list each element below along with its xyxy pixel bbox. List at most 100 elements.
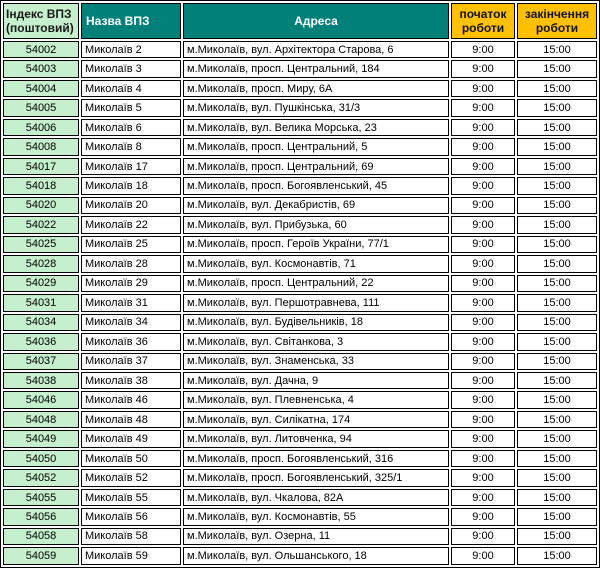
cell-address: м.Миколаїв, вул. Силікатна, 174 bbox=[183, 410, 449, 429]
cell-branch-name: Миколаїв 49 bbox=[81, 430, 181, 448]
cell-open-time: 9:00 bbox=[451, 527, 515, 546]
cell-close-time: 15:00 bbox=[517, 547, 597, 565]
cell-branch-name: Миколаїв 34 bbox=[81, 313, 181, 332]
cell-address: м.Миколаїв, вул. Плевненська, 4 bbox=[183, 391, 449, 409]
table-row: 54034 Миколаїв 34 м.Миколаїв, вул. Будівел… bbox=[3, 313, 597, 332]
cell-open-time: 9:00 bbox=[451, 391, 515, 409]
table-row: 54046 Миколаїв 46 м.Миколаїв, вул. Плевнен… bbox=[3, 391, 597, 409]
cell-open-time: 9:00 bbox=[451, 547, 515, 565]
cell-postal-index: 54037 bbox=[3, 352, 79, 370]
col-header-branch-name: Назва ВПЗ bbox=[81, 3, 181, 39]
table-row: 54025 Миколаїв 25 м.Миколаїв, просп. Герої… bbox=[3, 235, 597, 254]
cell-close-time: 15:00 bbox=[517, 60, 597, 78]
cell-address: м.Миколаїв, вул. Литовченка, 94 bbox=[183, 430, 449, 448]
table-row: 54050 Миколаїв 50 м.Миколаїв, просп. Богоя… bbox=[3, 449, 597, 468]
cell-address: м.Миколаїв, вул. Велика Морська, 23 bbox=[183, 118, 449, 137]
cell-address: м.Миколаїв, вул. Ольшанського, 18 bbox=[183, 547, 449, 565]
cell-branch-name: Миколаїв 4 bbox=[81, 79, 181, 98]
cell-branch-name: Миколаїв 59 bbox=[81, 547, 181, 565]
cell-postal-index: 54055 bbox=[3, 488, 79, 507]
cell-address: м.Миколаїв, просп. Центральний, 22 bbox=[183, 274, 449, 293]
cell-branch-name: Миколаїв 5 bbox=[81, 99, 181, 117]
cell-close-time: 15:00 bbox=[517, 371, 597, 390]
table-row: 54020 Миколаїв 20 м.Миколаїв, вул. Декабри… bbox=[3, 196, 597, 215]
cell-open-time: 9:00 bbox=[451, 157, 515, 176]
table-row: 54022 Миколаїв 22 м.Миколаїв, вул. Прибузь… bbox=[3, 216, 597, 234]
cell-open-time: 9:00 bbox=[451, 235, 515, 254]
cell-close-time: 15:00 bbox=[517, 391, 597, 409]
table-row: 54058 Миколаїв 58 м.Миколаїв, вул. Озерна,… bbox=[3, 527, 597, 546]
cell-branch-name: Миколаїв 29 bbox=[81, 274, 181, 293]
cell-branch-name: Миколаїв 17 bbox=[81, 157, 181, 176]
cell-postal-index: 54048 bbox=[3, 410, 79, 429]
table-row: 54056 Миколаїв 56 м.Миколаїв, вул. Космона… bbox=[3, 508, 597, 526]
cell-postal-index: 54059 bbox=[3, 547, 79, 565]
cell-postal-index: 54018 bbox=[3, 177, 79, 195]
cell-postal-index: 54031 bbox=[3, 294, 79, 312]
cell-branch-name: Миколаїв 46 bbox=[81, 391, 181, 409]
table-row: 54028 Миколаїв 28 м.Миколаїв, вул. Космона… bbox=[3, 255, 597, 273]
cell-postal-index: 54052 bbox=[3, 469, 79, 487]
cell-postal-index: 54004 bbox=[3, 79, 79, 98]
cell-postal-index: 54002 bbox=[3, 41, 79, 59]
cell-open-time: 9:00 bbox=[451, 255, 515, 273]
table-row: 54048 Миколаїв 48 м.Миколаїв, вул. Силікат… bbox=[3, 410, 597, 429]
col-header-address: Адреса bbox=[183, 3, 449, 39]
cell-branch-name: Миколаїв 56 bbox=[81, 508, 181, 526]
cell-address: м.Миколаїв, вул. Чкалова, 82А bbox=[183, 488, 449, 507]
cell-close-time: 15:00 bbox=[517, 79, 597, 98]
cell-address: м.Миколаїв, просп. Центральний, 69 bbox=[183, 157, 449, 176]
cell-branch-name: Миколаїв 8 bbox=[81, 138, 181, 156]
cell-close-time: 15:00 bbox=[517, 138, 597, 156]
table-row: 54005 Миколаїв 5 м.Миколаїв, вул. Пушкінсь… bbox=[3, 99, 597, 117]
cell-postal-index: 54049 bbox=[3, 430, 79, 448]
table-row: 54029 Миколаїв 29 м.Миколаїв, просп. Центр… bbox=[3, 274, 597, 293]
cell-address: м.Миколаїв, вул. Дачна, 9 bbox=[183, 371, 449, 390]
col-header-open-time: початок роботи bbox=[451, 3, 515, 39]
table-row: 54059 Миколаїв 59 м.Миколаїв, вул. Ольшанс… bbox=[3, 547, 597, 565]
cell-open-time: 9:00 bbox=[451, 177, 515, 195]
cell-branch-name: Миколаїв 25 bbox=[81, 235, 181, 254]
cell-address: м.Миколаїв, вул. Знаменська, 33 bbox=[183, 352, 449, 370]
col-header-postal-index: Індекс ВПЗ (поштовий) bbox=[3, 3, 79, 39]
cell-address: м.Миколаїв, вул. Пушкінська, 31/3 bbox=[183, 99, 449, 117]
table-row: 54017 Миколаїв 17 м.Миколаїв, просп. Центр… bbox=[3, 157, 597, 176]
table-row: 54055 Миколаїв 55 м.Миколаїв, вул. Чкалова… bbox=[3, 488, 597, 507]
cell-close-time: 15:00 bbox=[517, 177, 597, 195]
cell-branch-name: Миколаїв 6 bbox=[81, 118, 181, 137]
cell-close-time: 15:00 bbox=[517, 488, 597, 507]
cell-close-time: 15:00 bbox=[517, 216, 597, 234]
cell-postal-index: 54022 bbox=[3, 216, 79, 234]
table-row: 54003 Миколаїв 3 м.Миколаїв, просп. Центра… bbox=[3, 60, 597, 78]
cell-address: м.Миколаїв, вул. Світанкова, 3 bbox=[183, 333, 449, 351]
cell-postal-index: 54017 bbox=[3, 157, 79, 176]
cell-open-time: 9:00 bbox=[451, 313, 515, 332]
cell-address: м.Миколаїв, просп. Богоявленський, 45 bbox=[183, 177, 449, 195]
cell-open-time: 9:00 bbox=[451, 216, 515, 234]
cell-open-time: 9:00 bbox=[451, 138, 515, 156]
cell-address: м.Миколаїв, вул. Космонавтів, 55 bbox=[183, 508, 449, 526]
table-row: 54049 Миколаїв 49 м.Миколаїв, вул. Литовче… bbox=[3, 430, 597, 448]
cell-close-time: 15:00 bbox=[517, 274, 597, 293]
cell-open-time: 9:00 bbox=[451, 469, 515, 487]
cell-close-time: 15:00 bbox=[517, 333, 597, 351]
cell-address: м.Миколаїв, просп. Миру, 6А bbox=[183, 79, 449, 98]
table-row: 54036 Миколаїв 36 м.Миколаїв, вул. Світанк… bbox=[3, 333, 597, 351]
cell-open-time: 9:00 bbox=[451, 196, 515, 215]
cell-branch-name: Миколаїв 22 bbox=[81, 216, 181, 234]
cell-open-time: 9:00 bbox=[451, 449, 515, 468]
cell-close-time: 15:00 bbox=[517, 196, 597, 215]
table-row: 54004 Миколаїв 4 м.Миколаїв, просп. Миру, … bbox=[3, 79, 597, 98]
cell-postal-index: 54050 bbox=[3, 449, 79, 468]
cell-postal-index: 54029 bbox=[3, 274, 79, 293]
cell-open-time: 9:00 bbox=[451, 371, 515, 390]
cell-postal-index: 54008 bbox=[3, 138, 79, 156]
cell-open-time: 9:00 bbox=[451, 60, 515, 78]
cell-open-time: 9:00 bbox=[451, 508, 515, 526]
cell-open-time: 9:00 bbox=[451, 274, 515, 293]
table-row: 54031 Миколаїв 31 м.Миколаїв, вул. Першотр… bbox=[3, 294, 597, 312]
table-row: 54052 Миколаїв 52 м.Миколаїв, просп. Богоя… bbox=[3, 469, 597, 487]
cell-close-time: 15:00 bbox=[517, 449, 597, 468]
